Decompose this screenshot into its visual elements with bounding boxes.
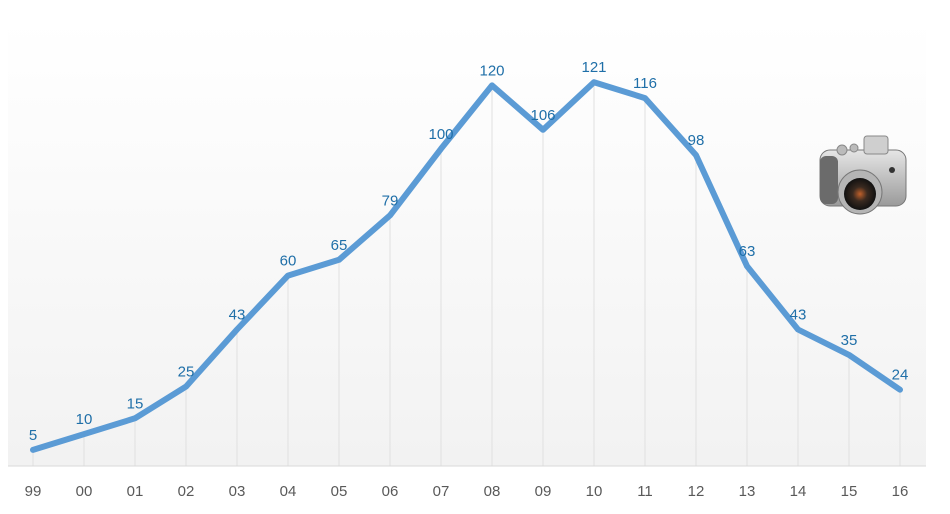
data-label: 106: [530, 107, 555, 124]
x-tick-label: 01: [127, 483, 144, 500]
x-tick-label: 07: [433, 483, 450, 500]
data-label: 121: [581, 59, 606, 76]
data-label: 35: [841, 332, 858, 349]
x-tick-label: 12: [688, 483, 705, 500]
x-tick-label: 09: [535, 483, 552, 500]
x-tick-label: 14: [790, 483, 807, 500]
x-tick-label: 03: [229, 483, 246, 500]
data-label: 25: [178, 364, 195, 381]
data-label: 5: [29, 427, 37, 444]
data-label: 100: [428, 126, 453, 143]
data-label: 43: [229, 306, 246, 323]
data-label: 10: [76, 411, 93, 428]
data-label: 63: [739, 243, 756, 260]
x-tick-label: 99: [25, 483, 42, 500]
gridlines: [32, 82, 901, 466]
data-label: 43: [790, 306, 807, 323]
x-tick-label: 10: [586, 483, 603, 500]
x-tick-label: 05: [331, 483, 348, 500]
data-label: 116: [633, 75, 657, 92]
data-label: 98: [688, 132, 705, 149]
x-tick-label: 13: [739, 483, 756, 500]
x-tick-label: 02: [178, 483, 195, 500]
x-tick-label: 00: [76, 483, 93, 500]
data-label: 60: [280, 253, 297, 270]
x-tick-label: 06: [382, 483, 399, 500]
x-tick-label: 15: [841, 483, 858, 500]
plot-area: [8, 20, 926, 466]
x-tick-label: 08: [484, 483, 501, 500]
camera-icon: [819, 135, 907, 215]
data-label: 79: [382, 192, 399, 209]
x-tick-label: 04: [280, 483, 297, 500]
data-label: 65: [331, 237, 348, 254]
data-label: 15: [127, 395, 144, 412]
data-labels: 5 10 15 25 43 60 65 79 100 120 106 121 116 98 63 43 35 24: [29, 59, 909, 444]
data-label: 24: [892, 367, 909, 384]
x-tick-label: 16: [892, 483, 909, 500]
data-label: 120: [479, 62, 504, 79]
x-axis-ticks: 99 00 01 02 03 04 05 06 07 08 09 10 11 12 13 14 15 16: [25, 483, 909, 500]
series-line: [30, 79, 903, 453]
x-tick-label: 11: [637, 483, 653, 500]
